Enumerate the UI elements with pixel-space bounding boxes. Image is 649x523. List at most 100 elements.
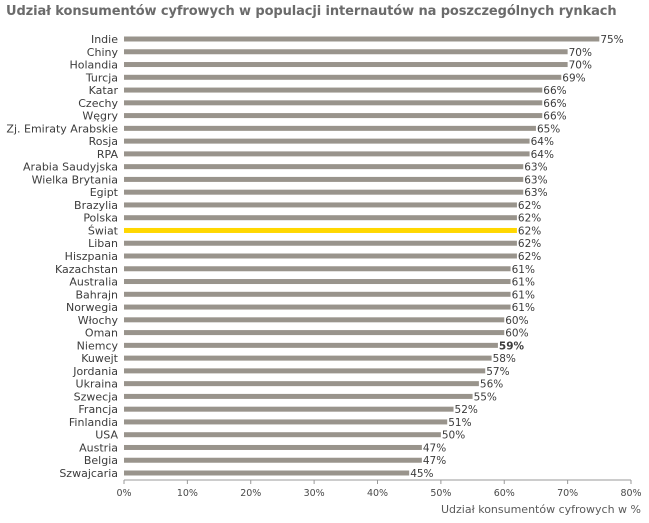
value-label-25: 58% bbox=[493, 353, 516, 365]
value-label-32: 47% bbox=[423, 442, 446, 454]
bar-1 bbox=[124, 49, 568, 55]
category-label-21: Norwegia bbox=[66, 301, 118, 314]
value-label-7: 65% bbox=[537, 123, 560, 135]
category-label-28: Szwecja bbox=[74, 390, 118, 403]
value-label-17: 62% bbox=[518, 251, 541, 263]
value-label-3: 69% bbox=[562, 72, 585, 84]
bar-29 bbox=[124, 406, 454, 412]
category-label-6: Węgry bbox=[82, 110, 118, 123]
value-label-30: 51% bbox=[448, 417, 471, 429]
value-label-12: 63% bbox=[524, 187, 547, 199]
value-label-21: 61% bbox=[512, 302, 535, 314]
x-tick-label-2: 20% bbox=[240, 488, 261, 499]
value-label-19: 61% bbox=[512, 277, 535, 289]
category-label-9: RPA bbox=[97, 148, 119, 161]
bar-20 bbox=[124, 291, 511, 297]
x-tick-label-3: 30% bbox=[304, 488, 325, 499]
bar-24 bbox=[124, 342, 498, 348]
value-label-13: 62% bbox=[518, 200, 541, 212]
category-label-5: Czechy bbox=[78, 97, 118, 110]
category-label-27: Ukraina bbox=[76, 378, 118, 391]
bar-17 bbox=[124, 253, 517, 259]
value-label-28: 55% bbox=[474, 391, 497, 403]
bar-25 bbox=[124, 355, 492, 361]
x-tick-label-4: 40% bbox=[367, 488, 388, 499]
category-label-24: Niemcy bbox=[77, 339, 119, 352]
value-label-18: 61% bbox=[512, 264, 535, 276]
bar-27 bbox=[124, 381, 479, 387]
value-label-16: 62% bbox=[518, 238, 541, 250]
category-label-32: Austria bbox=[79, 441, 118, 454]
bar-31 bbox=[124, 432, 441, 438]
category-label-20: Bahrajn bbox=[75, 288, 118, 301]
bar-10 bbox=[124, 164, 524, 170]
category-label-25: Kuwejt bbox=[81, 352, 118, 365]
bar-11 bbox=[124, 176, 524, 182]
value-label-1: 70% bbox=[569, 47, 592, 59]
x-tick-label-1: 10% bbox=[177, 488, 198, 499]
category-label-1: Chiny bbox=[87, 46, 119, 59]
value-label-10: 63% bbox=[524, 162, 547, 174]
value-label-5: 66% bbox=[543, 98, 566, 110]
value-label-14: 62% bbox=[518, 213, 541, 225]
value-label-15: 62% bbox=[518, 225, 541, 237]
bar-6 bbox=[124, 113, 543, 119]
bar-19 bbox=[124, 279, 511, 285]
category-label-2: Holandia bbox=[69, 59, 118, 72]
category-label-17: Hiszpania bbox=[65, 250, 118, 263]
x-tick-label-5: 50% bbox=[430, 488, 451, 499]
value-label-2: 70% bbox=[569, 60, 592, 72]
value-label-4: 66% bbox=[543, 85, 566, 97]
category-label-10: Arabia Saudyjska bbox=[23, 161, 118, 174]
category-label-8: Rosja bbox=[89, 135, 118, 148]
category-label-22: Włochy bbox=[78, 314, 119, 327]
value-label-27: 56% bbox=[480, 379, 503, 391]
value-label-6: 66% bbox=[543, 111, 566, 123]
bar-4 bbox=[124, 87, 543, 93]
x-axis-title: Udział konsumentów cyfrowych w % bbox=[441, 503, 641, 516]
value-label-20: 61% bbox=[512, 289, 535, 301]
value-label-31: 50% bbox=[442, 430, 465, 442]
value-label-0: 75% bbox=[600, 34, 623, 46]
bar-13 bbox=[124, 202, 517, 208]
category-label-11: Wielka Brytania bbox=[32, 173, 118, 186]
category-label-29: Francja bbox=[78, 403, 118, 416]
bar-21 bbox=[124, 304, 511, 310]
bar-12 bbox=[124, 189, 524, 195]
bar-3 bbox=[124, 74, 562, 80]
bar-22 bbox=[124, 317, 505, 323]
category-label-19: Australia bbox=[69, 276, 118, 289]
value-label-11: 63% bbox=[524, 174, 547, 186]
category-label-34: Szwajcaria bbox=[59, 467, 118, 480]
category-label-3: Turcja bbox=[85, 71, 118, 84]
value-label-33: 47% bbox=[423, 455, 446, 467]
value-label-34: 45% bbox=[410, 468, 433, 480]
category-label-16: Liban bbox=[88, 237, 118, 250]
bar-2 bbox=[124, 62, 568, 68]
x-tick-label-8: 80% bbox=[620, 488, 641, 499]
category-label-7: Zj. Emiraty Arabskie bbox=[6, 122, 118, 135]
bar-16 bbox=[124, 240, 517, 246]
category-label-18: Kazachstan bbox=[55, 263, 118, 276]
category-label-26: Jordania bbox=[72, 365, 118, 378]
category-label-14: Polska bbox=[83, 212, 118, 225]
x-tick-label-7: 70% bbox=[557, 488, 578, 499]
x-tick-label-0: 0% bbox=[116, 488, 131, 499]
value-label-8: 64% bbox=[531, 136, 554, 148]
value-label-29: 52% bbox=[455, 404, 478, 416]
bar-28 bbox=[124, 393, 473, 399]
bar-7 bbox=[124, 125, 536, 131]
bar-33 bbox=[124, 457, 422, 463]
category-label-30: Finlandia bbox=[69, 416, 118, 429]
value-label-22: 60% bbox=[505, 315, 528, 327]
category-label-4: Katar bbox=[89, 84, 119, 97]
bar-26 bbox=[124, 368, 486, 374]
category-label-12: Egipt bbox=[90, 186, 119, 199]
category-label-31: USA bbox=[95, 429, 118, 442]
bar-32 bbox=[124, 444, 422, 450]
bar-0 bbox=[124, 36, 600, 42]
bar-34 bbox=[124, 470, 410, 476]
value-label-9: 64% bbox=[531, 149, 554, 161]
